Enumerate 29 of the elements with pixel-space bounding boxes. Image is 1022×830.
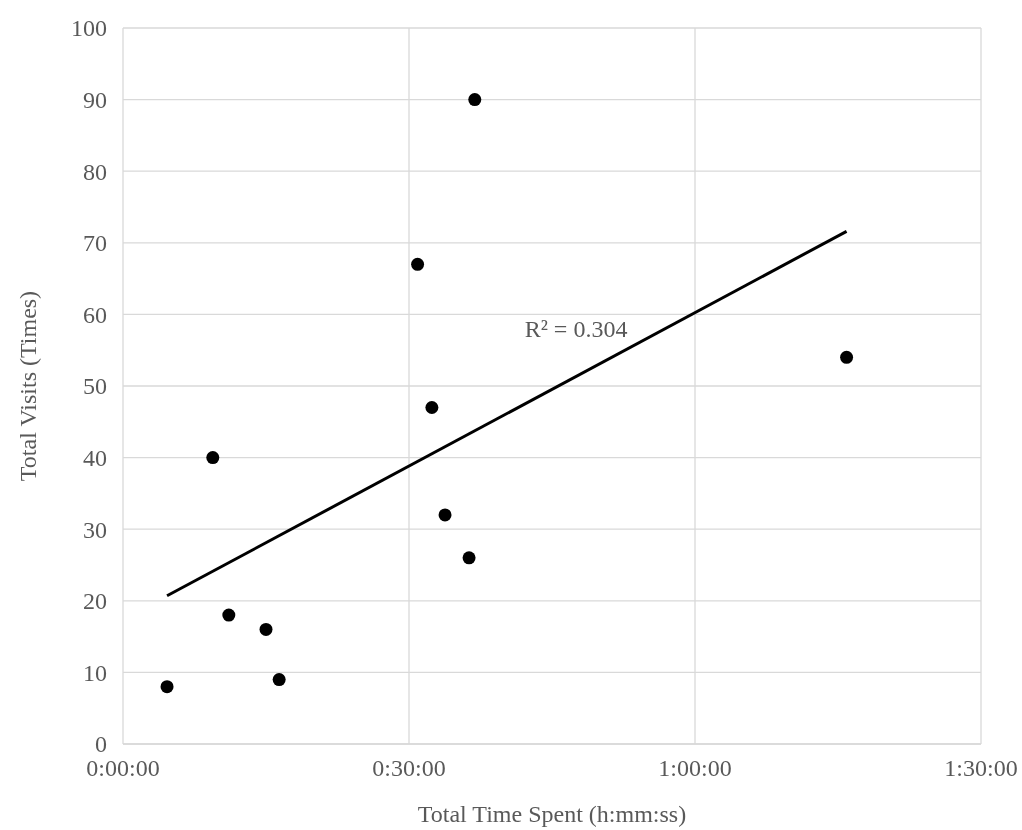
- point: [222, 608, 236, 622]
- x-axis-title: Total Time Spent (h:mm:ss): [417, 801, 687, 827]
- y-tick-label: 30: [83, 516, 107, 543]
- y-tick-label: 80: [83, 158, 107, 185]
- y-tick-label: 100: [71, 15, 107, 42]
- point: [425, 400, 439, 414]
- x-tick-label: 1:30:00: [944, 755, 1018, 781]
- point: [411, 257, 425, 271]
- x-tick-label: 1:00:00: [658, 755, 732, 781]
- annotation: R² = 0.304: [524, 316, 628, 343]
- y-tick-label: 50: [83, 373, 107, 400]
- x-tick-label: 0:30:00: [372, 755, 446, 781]
- x-tick-label: 0:00:00: [86, 755, 160, 781]
- y-axis-title: Total Visits (Times): [15, 290, 41, 482]
- y-tick-label: 10: [83, 659, 107, 686]
- y-tick-label: 0: [95, 731, 107, 758]
- point: [462, 551, 476, 565]
- point: [160, 680, 174, 694]
- y-tick-label: 60: [83, 301, 107, 328]
- y-tick-label: 70: [83, 230, 107, 257]
- point: [272, 673, 286, 687]
- point: [840, 350, 854, 364]
- point: [206, 451, 220, 465]
- y-tick-label: 20: [83, 588, 107, 615]
- y-tick-label: 40: [83, 445, 107, 471]
- point: [468, 93, 482, 107]
- y-tick-label: 90: [83, 87, 107, 113]
- point: [438, 508, 452, 522]
- point: [259, 622, 273, 636]
